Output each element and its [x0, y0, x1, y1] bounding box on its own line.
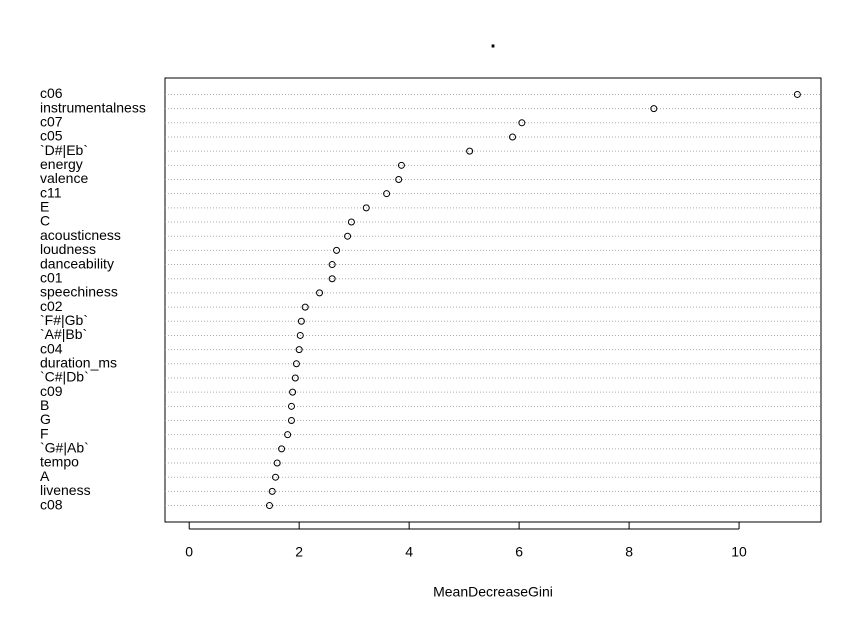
y-tick-label: energy [40, 156, 83, 172]
y-tick-label: duration_ms [40, 354, 117, 370]
y-tick-label: `G#|Ab` [40, 440, 89, 456]
y-tick-label: acousticness [40, 227, 121, 243]
dot [397, 161, 405, 169]
chart-title: . [490, 30, 496, 52]
y-tick-label: c04 [40, 340, 63, 356]
dot [383, 190, 391, 198]
y-tick-label: G [40, 411, 51, 427]
dot [265, 502, 273, 510]
dot [328, 275, 336, 283]
dot [344, 232, 352, 240]
x-tick-label: 6 [515, 544, 523, 560]
plot-frame [164, 77, 822, 523]
y-tick-label: instrumentalness [40, 99, 146, 115]
y-tick-label: loudness [40, 241, 96, 257]
dot [268, 487, 276, 495]
x-tick-label: 8 [625, 544, 633, 560]
dot [297, 317, 305, 325]
x-tick-label: 0 [185, 544, 193, 560]
y-tick-label: `F#|Gb` [40, 312, 88, 328]
y-tick-label: B [40, 397, 49, 413]
y-tick-label: F [40, 425, 49, 441]
y-tick-label: c06 [40, 85, 63, 101]
dot [287, 402, 295, 410]
dot [287, 416, 295, 424]
dot [292, 360, 300, 368]
y-tick-label: A [40, 468, 50, 484]
dot [328, 261, 336, 269]
dot [347, 218, 355, 226]
y-tick-label: danceability [40, 255, 114, 271]
y-tick-label: C [40, 213, 50, 229]
y-tick-label: c07 [40, 114, 63, 130]
y-tick-label: c01 [40, 269, 63, 285]
dot [395, 176, 403, 184]
dot [362, 204, 370, 212]
dot [518, 119, 526, 127]
dot [273, 459, 281, 467]
y-tick-label: `D#|Eb` [40, 142, 88, 158]
y-tick-label: E [40, 199, 49, 215]
x-axis-label: MeanDecreaseGini [433, 584, 553, 600]
y-tick-label: c11 [40, 184, 62, 200]
y-tick-label: `A#|Bb` [40, 326, 87, 342]
dot [509, 133, 517, 141]
dot [650, 105, 658, 113]
y-tick-label: tempo [40, 454, 79, 470]
dot [289, 388, 297, 396]
dot [301, 303, 309, 311]
x-tick-label: 4 [405, 544, 413, 560]
dot [284, 431, 292, 439]
dot [295, 346, 303, 354]
x-tick-label: 10 [731, 544, 747, 560]
y-tick-label: speechiness [40, 284, 118, 300]
y-tick-label: valence [40, 170, 88, 186]
y-tick-label: `C#|Db` [40, 369, 89, 385]
y-tick-label: c08 [40, 496, 63, 512]
y-tick-label: c05 [40, 128, 63, 144]
dot [793, 90, 801, 98]
dot [272, 473, 280, 481]
dot [316, 289, 324, 297]
dot [333, 246, 341, 254]
dot [291, 374, 299, 382]
dot [466, 147, 474, 155]
y-tick-label: c09 [40, 383, 63, 399]
dot [278, 445, 286, 453]
x-tick-label: 2 [295, 544, 303, 560]
y-tick-label: c02 [40, 298, 63, 314]
y-tick-label: liveness [40, 482, 91, 498]
dot [296, 331, 304, 339]
